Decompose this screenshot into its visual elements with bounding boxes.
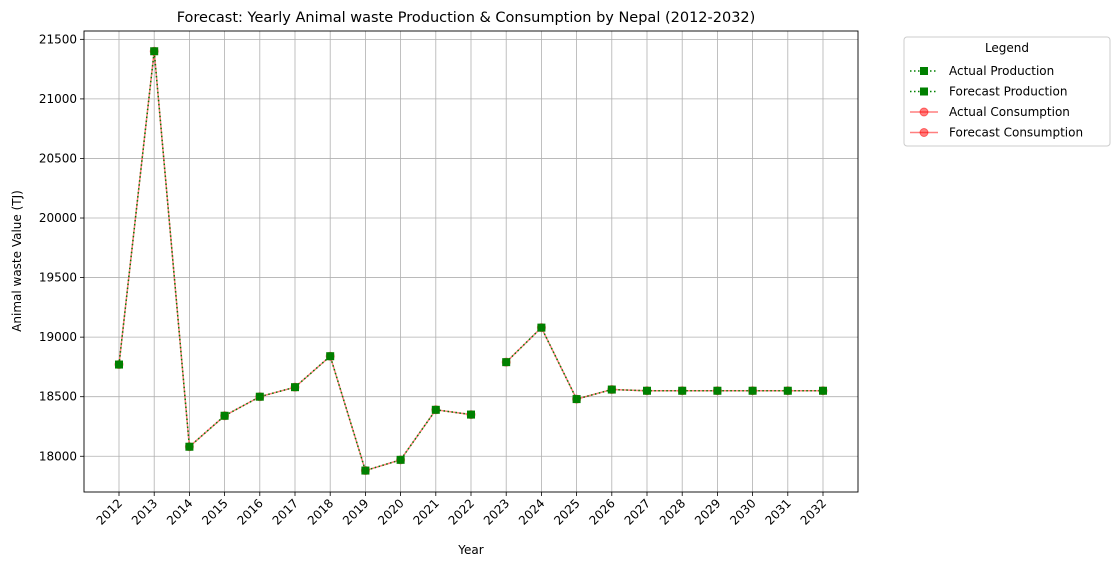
x-tick-label: 2030 [727, 496, 758, 527]
data-point [819, 386, 827, 395]
x-tick-label: 2024 [516, 496, 547, 527]
legend-box [903, 36, 1111, 147]
legend-entry: Actual Production [910, 64, 1054, 78]
data-point [467, 410, 475, 419]
x-tick-label: 2018 [305, 496, 336, 527]
legend-marker [920, 67, 928, 75]
data-point [361, 466, 370, 475]
data-point [537, 323, 546, 332]
x-tick-label: 2027 [622, 496, 653, 527]
legend-entry: Forecast Consumption [910, 126, 1083, 140]
legend-entry: Actual Consumption [910, 105, 1070, 119]
data-point [291, 383, 299, 392]
x-tick-label: 2021 [410, 496, 441, 527]
y-axis: 18000 18500 19000 19500 20000 20500 21000 21500 [39, 32, 84, 463]
x-tick-label: 2031 [762, 496, 793, 527]
data-point [572, 395, 581, 404]
series-forecast-consumption [501, 323, 828, 404]
series-actual-production [115, 47, 475, 475]
data-point [396, 455, 405, 464]
x-tick-label: 2014 [164, 496, 195, 527]
x-tick-label: 2025 [551, 496, 582, 527]
data-point [220, 411, 229, 420]
legend-title: Legend [985, 41, 1029, 55]
legend-marker [919, 128, 929, 137]
data-point [502, 358, 511, 367]
legend-label: Forecast Consumption [949, 126, 1083, 140]
x-axis-label: Year [457, 543, 483, 557]
series-line-forecast-production [505, 326, 823, 400]
y-tick-label: 20000 [39, 211, 77, 225]
x-axis: 2012 2013 2014 2015 2016 2017 2018 2019 2020 2021… [94, 492, 829, 528]
x-tick-label: 2028 [657, 496, 688, 527]
y-tick-label: 21000 [39, 92, 77, 106]
x-tick-label: 2026 [586, 496, 617, 527]
x-tick-label: 2023 [481, 496, 512, 527]
legend-entry: Forecast Production [910, 85, 1067, 99]
x-tick-label: 2019 [340, 496, 371, 527]
grid [84, 31, 858, 492]
data-point [678, 386, 687, 395]
y-tick-label: 18500 [39, 390, 77, 404]
x-tick-label: 2012 [94, 496, 125, 527]
series-layer [114, 46, 828, 476]
legend-label: Actual Production [949, 64, 1054, 78]
series-line-forecast-consumption [505, 326, 823, 400]
chart-title: Forecast: Yearly Animal waste Production… [177, 10, 756, 26]
data-point [185, 442, 194, 451]
legend-marker [919, 107, 929, 117]
x-tick-label: 2029 [692, 496, 723, 527]
x-tick-label: 2015 [199, 496, 230, 527]
data-point [255, 392, 264, 401]
data-point [607, 385, 616, 394]
x-tick-label: 2016 [234, 496, 265, 527]
series-forecast-production [502, 323, 827, 404]
data-point [748, 386, 757, 395]
y-tick-label: 20500 [39, 151, 77, 165]
data-point [643, 386, 651, 395]
legend-label: Actual Consumption [949, 105, 1070, 119]
legend-marker [920, 87, 928, 96]
y-tick-label: 21500 [39, 32, 77, 46]
x-tick-label: 2022 [446, 496, 477, 527]
y-tick-label: 19000 [39, 330, 77, 344]
y-tick-label: 18000 [39, 449, 77, 463]
y-tick-label: 19500 [39, 271, 77, 285]
data-point [326, 352, 335, 361]
legend-label: Forecast Production [949, 85, 1067, 99]
y-axis-label: Animal waste Value (TJ) [10, 190, 24, 332]
x-tick-label: 2032 [798, 496, 829, 527]
legend: Legend Actual Production Forecast Product… [903, 36, 1111, 147]
x-tick-label: 2017 [270, 496, 301, 527]
x-tick-label: 2020 [375, 496, 406, 527]
data-point [150, 47, 159, 56]
data-point [115, 360, 123, 369]
data-point [431, 405, 440, 414]
x-tick-label: 2013 [129, 496, 160, 527]
data-point [713, 386, 722, 395]
data-point [783, 386, 792, 395]
legend-entries: Actual Production Forecast Production Actu… [910, 64, 1083, 140]
